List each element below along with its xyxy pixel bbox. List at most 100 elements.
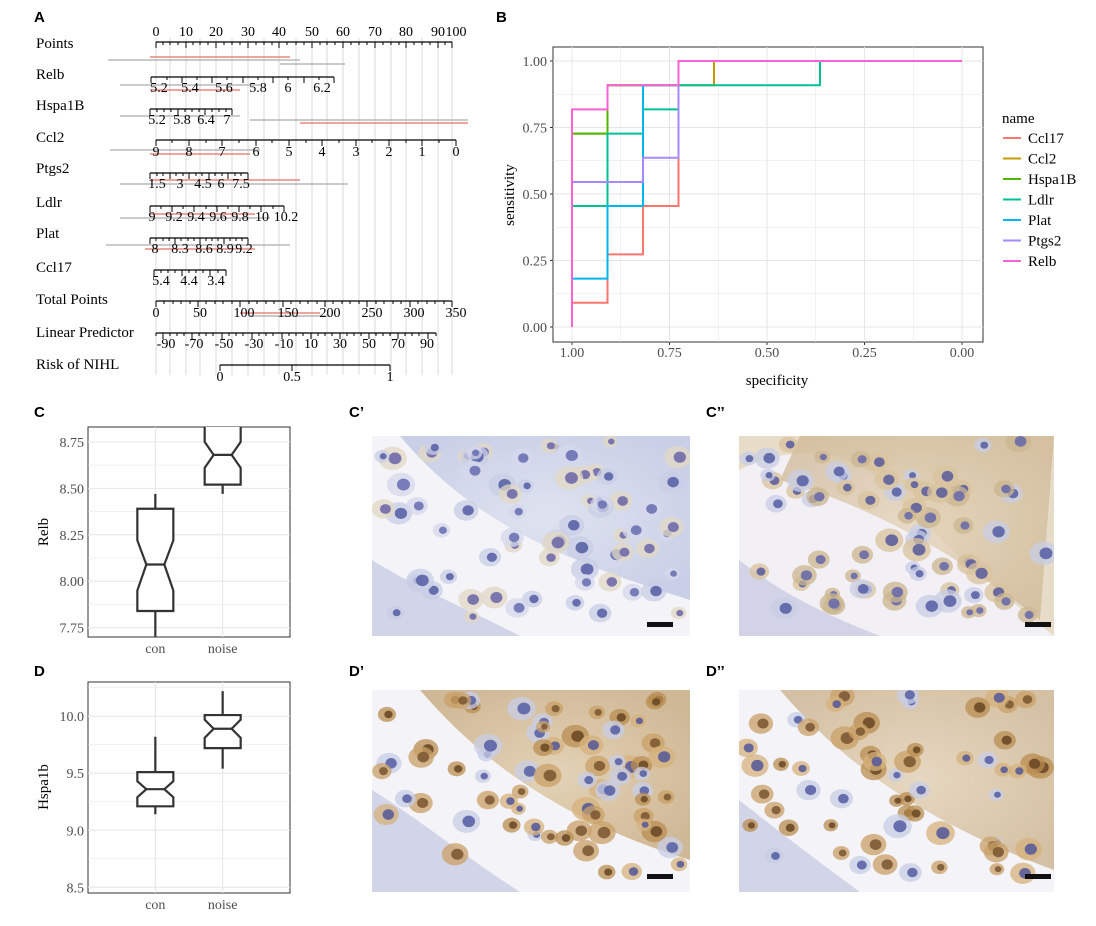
points-tick: 50 bbox=[305, 25, 319, 40]
points-tick: 0 bbox=[153, 25, 160, 40]
box-x-tick-label: con bbox=[145, 642, 165, 657]
relb-tick: 5.8 bbox=[249, 81, 267, 96]
cell-nucleus bbox=[975, 567, 988, 579]
nomogram-row-label-plat: Plat bbox=[36, 226, 60, 242]
box-notched-body bbox=[203, 713, 242, 750]
ccl2-tick: 0 bbox=[453, 145, 460, 160]
cell-nucleus bbox=[771, 805, 781, 815]
cell-nucleus bbox=[616, 713, 626, 722]
cell-nucleus bbox=[676, 609, 684, 617]
cell-nucleus bbox=[911, 809, 921, 818]
cell-nucleus bbox=[517, 788, 526, 796]
cell-nucleus bbox=[430, 443, 439, 452]
total-points-tick: 0 bbox=[153, 306, 160, 321]
cell-nucleus bbox=[639, 770, 648, 777]
ptgs2-tick: 4.5 bbox=[194, 177, 212, 192]
cell-nucleus bbox=[384, 710, 393, 719]
roc-legend-label-ccl17: Ccl17 bbox=[1028, 131, 1064, 147]
cell-nucleus bbox=[517, 702, 531, 715]
cell-nucleus bbox=[380, 504, 391, 514]
cell-nucleus bbox=[580, 563, 594, 576]
cell-nucleus bbox=[472, 449, 480, 457]
cell-nucleus bbox=[869, 839, 882, 850]
cell-nucleus bbox=[1001, 484, 1011, 494]
panel-label-c-prime: C’ bbox=[349, 404, 364, 421]
cell-nucleus bbox=[994, 866, 1002, 873]
ptgs2-axis: 1.5 3 4.5 6 7.5 bbox=[148, 172, 250, 192]
hspa1b-plot-area bbox=[87, 681, 291, 894]
box-con bbox=[136, 493, 175, 637]
cell-nucleus bbox=[838, 793, 849, 804]
cell-nucleus bbox=[417, 797, 429, 809]
cell-nucleus bbox=[635, 717, 644, 725]
plat-tick: 8.3 bbox=[171, 242, 189, 257]
box-con bbox=[136, 736, 175, 815]
panel-label-a: A bbox=[34, 9, 45, 26]
box-x-tick-label: con bbox=[145, 898, 165, 913]
cell-nucleus bbox=[518, 453, 529, 463]
total-points-axis: 0 50 100 150 200 250 300 350 bbox=[153, 300, 467, 321]
roc-x-tick-label: 1.00 bbox=[560, 346, 585, 361]
cell-nucleus bbox=[994, 791, 1001, 798]
histology-image-d-prime bbox=[372, 690, 690, 892]
cell-nucleus bbox=[871, 756, 883, 767]
cell-nucleus bbox=[757, 718, 769, 729]
cell-nucleus bbox=[413, 501, 424, 511]
cell-nucleus bbox=[630, 525, 642, 536]
cell-nucleus bbox=[546, 553, 556, 562]
cell-nucleus bbox=[575, 825, 588, 836]
linear-predictor-tick: 90 bbox=[420, 337, 434, 352]
cell-nucleus bbox=[596, 608, 608, 618]
hspa1b-tick: 6.4 bbox=[197, 113, 215, 128]
cell-nucleus bbox=[629, 588, 640, 597]
cell-nucleus bbox=[486, 552, 498, 562]
roc-x-tick-label: 0.00 bbox=[950, 346, 975, 361]
cell-nucleus bbox=[904, 511, 913, 520]
cell-nucleus bbox=[594, 709, 602, 716]
cell-nucleus bbox=[883, 474, 895, 485]
histology-image-d-double-prime bbox=[739, 690, 1054, 892]
cell-nucleus bbox=[936, 827, 950, 840]
cell-nucleus bbox=[597, 826, 611, 839]
cell-nucleus bbox=[751, 759, 764, 772]
relb-axis: 5.2 5.4 5.6 5.8 6 6.2 bbox=[150, 76, 335, 96]
cell-nucleus bbox=[796, 475, 809, 487]
cell-nucleus bbox=[828, 822, 836, 829]
relb-plot-area bbox=[87, 426, 291, 638]
ccl2-tick: 8 bbox=[186, 145, 193, 160]
points-tick: 40 bbox=[272, 25, 286, 40]
cell-nucleus bbox=[765, 472, 773, 479]
box-y-tick-label: 8.50 bbox=[60, 482, 85, 497]
cell-nucleus bbox=[1000, 766, 1008, 774]
plat-tick: 8.6 bbox=[195, 242, 213, 257]
cell-nucleus bbox=[438, 526, 447, 534]
cell-nucleus bbox=[960, 521, 970, 530]
cell-nucleus bbox=[490, 591, 503, 603]
box-y-tick-label: 9.0 bbox=[67, 824, 85, 839]
cell-nucleus bbox=[970, 591, 980, 600]
nomogram-row-label-risk: Risk of NIHL bbox=[36, 357, 119, 373]
cell-nucleus bbox=[644, 543, 655, 554]
roc-legend-label-plat: Plat bbox=[1028, 213, 1052, 229]
cell-nucleus bbox=[581, 578, 592, 587]
cell-nucleus bbox=[670, 570, 677, 577]
cell-nucleus bbox=[980, 441, 989, 449]
cell-nucleus bbox=[584, 776, 594, 785]
nomogram-row-label-hspa1b: Hspa1B bbox=[36, 98, 84, 114]
cell-nucleus bbox=[469, 465, 481, 476]
cell-nucleus bbox=[516, 805, 523, 812]
panel-label-d-double-prime: D’’ bbox=[706, 663, 725, 680]
ldlr-tick: 9.6 bbox=[209, 210, 227, 225]
cell-nucleus bbox=[1028, 758, 1041, 769]
roc-chart: 0.00 0.25 0.50 0.75 1.00 1.00 0.75 0.50 0.25 0.0… bbox=[502, 46, 1076, 389]
cell-nucleus bbox=[893, 820, 907, 833]
linear-predictor-tick: 50 bbox=[362, 337, 376, 352]
nomogram-row-label-linear-predictor: Linear Predictor bbox=[36, 325, 134, 341]
roc-legend-label-ptgs2: Ptgs2 bbox=[1028, 234, 1061, 250]
total-points-tick: 250 bbox=[362, 306, 383, 321]
cell-nucleus bbox=[451, 848, 464, 860]
roc-lines bbox=[571, 60, 962, 327]
linear-predictor-tick: -30 bbox=[245, 337, 264, 352]
cell-nucleus bbox=[936, 487, 948, 498]
cell-nucleus bbox=[912, 543, 926, 556]
